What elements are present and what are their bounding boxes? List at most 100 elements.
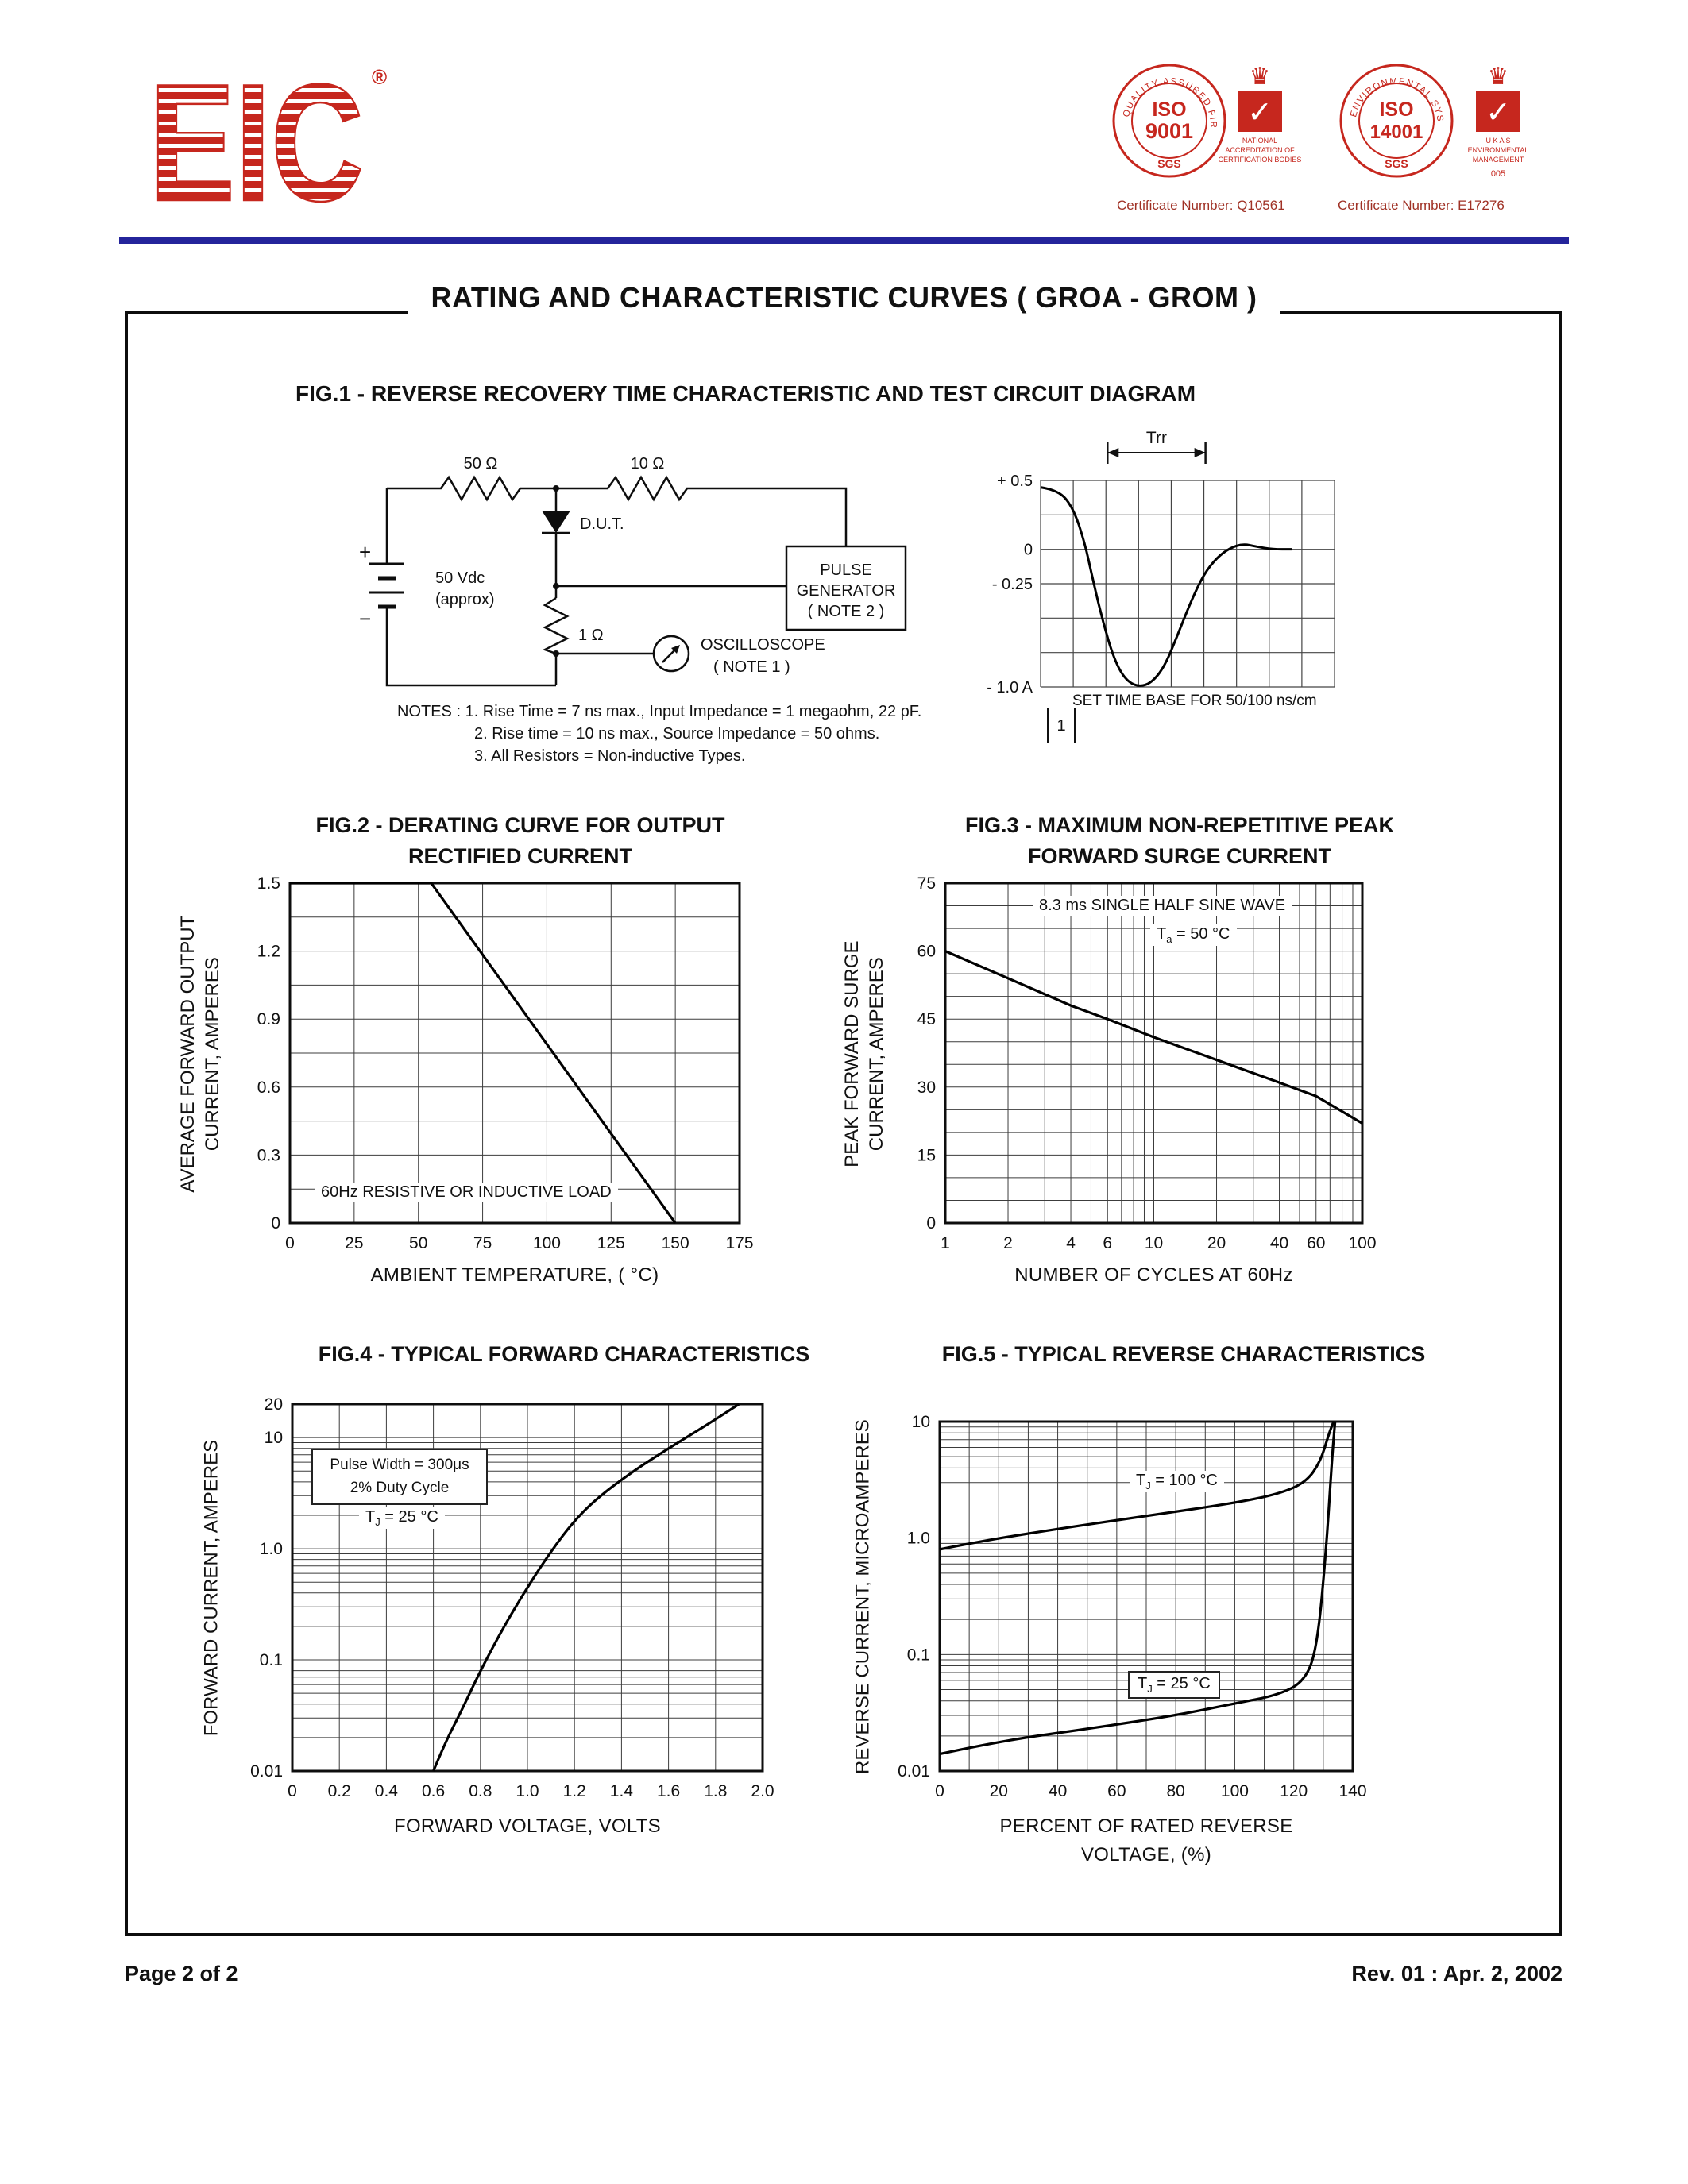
revision-date: Rev. 01 : Apr. 2, 2002 [1351, 1962, 1562, 1985]
svg-text:10: 10 [265, 1429, 283, 1447]
svg-text:1: 1 [941, 1234, 950, 1252]
pulse-gen-label-1: PULSE [820, 561, 872, 579]
oscilloscope-label: OSCILLOSCOPE [701, 636, 825, 654]
fig4-chart: 0 0.2 0.4 0.6 0.8 1.0 1.2 1.4 1.6 1.8 2.0 20 10 1.0 0.… [225, 1395, 778, 1815]
minus-label: − [359, 607, 371, 631]
note-line-1: NOTES : 1. Rise Time = 7 ns max., Input … [397, 703, 922, 720]
svg-text:140: 140 [1338, 1782, 1366, 1800]
fig5-tj-hot-label: TJ = 100 °C [1130, 1471, 1224, 1492]
svg-text:4: 4 [1066, 1234, 1076, 1252]
fig4-xlabel: FORWARD VOLTAGE, VOLTS [394, 1815, 661, 1837]
svg-text:+ 0.5: + 0.5 [997, 473, 1033, 490]
svg-text:20: 20 [265, 1395, 283, 1414]
fig2-xlabel: AMBIENT TEMPERATURE, ( °C) [370, 1264, 659, 1286]
svg-text:150: 150 [662, 1234, 689, 1252]
fig5-ylabel: REVERSE CURRENT, MICROAMPERES [852, 1419, 874, 1774]
ukas-005: 005 [1491, 169, 1505, 179]
svg-text:1.2: 1.2 [257, 943, 280, 961]
side-text: ACCREDITATION OF [1225, 146, 1295, 154]
fig3-ta-label: Ta = 50 °C [1150, 924, 1237, 946]
svg-text:175: 175 [725, 1234, 753, 1252]
iso9001-stamp-icon: QUALITY ASSURED FIRM ISO 9001 SGS ♛ ✓ NA… [1107, 42, 1301, 178]
svg-text:- 1.0 A: - 1.0 A [987, 679, 1033, 696]
svg-text:20: 20 [1207, 1234, 1226, 1252]
fig2-series [290, 882, 677, 1224]
junction-dot [553, 485, 559, 492]
page-title: RATING AND CHARACTERISTIC CURVES ( GROA … [407, 280, 1281, 316]
note-line-3: 3. All Resistors = Non-inductive Types. [474, 747, 746, 765]
pulse-gen-label-3: ( NOTE 2 ) [808, 603, 885, 620]
duty-cycle-label: 2% Duty Cycle [350, 1479, 450, 1496]
iso14001-badge: ENVIRONMENTAL SYSTEM ISO 14001 SGS ♛ ✓ U… [1328, 42, 1535, 214]
oscilloscope-note-label: ( NOTE 1 ) [713, 658, 790, 676]
svg-text:0.6: 0.6 [422, 1782, 445, 1800]
svg-text:0: 0 [285, 1234, 295, 1252]
svg-text:- 0.25: - 0.25 [992, 576, 1033, 593]
side-text: NATIONAL [1242, 137, 1277, 145]
supply-voltage-label: 50 Vdc [435, 569, 485, 587]
iso14001-stamp-icon: ENVIRONMENTAL SYSTEM ISO 14001 SGS ♛ ✓ U… [1328, 42, 1528, 179]
fig4-series [432, 1403, 740, 1772]
fig4-title: FIG.4 - TYPICAL FORWARD CHARACTERISTICS [318, 1342, 810, 1366]
fig2-plot-svg: 0 25 50 75 100 125 150 175 0 0.3 0.6 0.9 1.2 1.5 [257, 874, 754, 1252]
timebase-caption: SET TIME BASE FOR 50/100 ns/cm [1072, 693, 1317, 709]
side-text: U K A S [1485, 137, 1510, 145]
svg-text:2.0: 2.0 [751, 1782, 774, 1800]
fig5-title: FIG.5 - TYPICAL REVERSE CHARACTERISTICS [941, 1342, 1426, 1366]
svg-text:2: 2 [1003, 1234, 1013, 1252]
svg-text:50: 50 [409, 1234, 427, 1252]
fig2-load-annotation: 60Hz RESISTIVE OR INDUCTIVE LOAD [315, 1183, 618, 1202]
fig3-ylabel: PEAK FORWARD SURGE CURRENT, AMPERES [840, 940, 887, 1167]
fig4-conditions-box: Pulse Width = 300μs 2% Duty Cycle [311, 1449, 488, 1505]
svg-text:0: 0 [271, 1214, 280, 1233]
svg-text:40: 40 [1049, 1782, 1067, 1800]
source-resistor-label: 50 Ω [464, 455, 498, 473]
registered-mark-icon: ® [372, 65, 387, 89]
svg-text:60: 60 [917, 943, 936, 961]
svg-text:0.01: 0.01 [898, 1762, 930, 1781]
plus-label: + [359, 540, 371, 564]
svg-text:0: 0 [935, 1782, 944, 1800]
iso-number: 9001 [1145, 119, 1193, 143]
svg-text:0: 0 [926, 1214, 936, 1233]
svg-text:60: 60 [1307, 1234, 1325, 1252]
trr-waveform-chart: + 0.5 0 - 0.25 - 1.0 A Trr [973, 425, 1354, 699]
scale-marker: 1 [1047, 708, 1076, 743]
crown-icon: ♛ [1488, 64, 1509, 90]
sgs-label: SGS [1385, 157, 1408, 170]
fig2-chart: 0 25 50 75 100 125 150 175 0 0.3 0.6 0.9 1.2 1.5 [222, 874, 755, 1267]
check-icon: ✓ [1485, 96, 1511, 129]
fig1-title: FIG.1 - REVERSE RECOVERY TIME CHARACTERI… [295, 381, 1196, 406]
side-text: MANAGEMENT [1473, 156, 1524, 164]
svg-text:1.4: 1.4 [610, 1782, 634, 1800]
iso-label: ISO [1379, 98, 1413, 121]
sense-resistor-zigzag [542, 596, 570, 685]
junction-dot [553, 583, 559, 589]
svg-text:120: 120 [1280, 1782, 1308, 1800]
svg-text:40: 40 [1270, 1234, 1288, 1252]
svg-text:10: 10 [912, 1413, 930, 1431]
svg-text:10: 10 [1145, 1234, 1163, 1252]
test-circuit-diagram: 50 Ω 10 Ω D.U.T. + − 50 Vdc (approx) 1 Ω… [359, 455, 907, 687]
svg-text:80: 80 [1166, 1782, 1184, 1800]
series-resistor-label: 10 Ω [631, 455, 665, 473]
svg-text:0.6: 0.6 [257, 1078, 280, 1097]
svg-text:0.4: 0.4 [375, 1782, 399, 1800]
svg-text:0.3: 0.3 [257, 1146, 280, 1164]
fig2-ylabel: AVERAGE FORWARD OUTPUT CURRENT, AMPERES [176, 915, 223, 1193]
svg-text:75: 75 [917, 874, 936, 893]
svg-text:0.8: 0.8 [469, 1782, 492, 1800]
svg-text:1.0: 1.0 [907, 1530, 930, 1548]
svg-text:0: 0 [1024, 542, 1033, 559]
svg-text:1.6: 1.6 [657, 1782, 680, 1800]
header-divider [119, 237, 1569, 244]
fig3-xlabel: NUMBER OF CYCLES AT 60Hz [1014, 1264, 1293, 1286]
svg-text:30: 30 [917, 1078, 936, 1097]
fig3-surge-annotation: 8.3 ms SINGLE HALF SINE WAVE [1033, 896, 1292, 916]
svg-text:0.01: 0.01 [250, 1762, 283, 1781]
svg-text:75: 75 [473, 1234, 492, 1252]
eic-logo: EIC ® [149, 48, 387, 237]
svg-text:0.1: 0.1 [907, 1646, 930, 1664]
certificate-number-1: Certificate Number: Q10561 [1117, 198, 1285, 213]
